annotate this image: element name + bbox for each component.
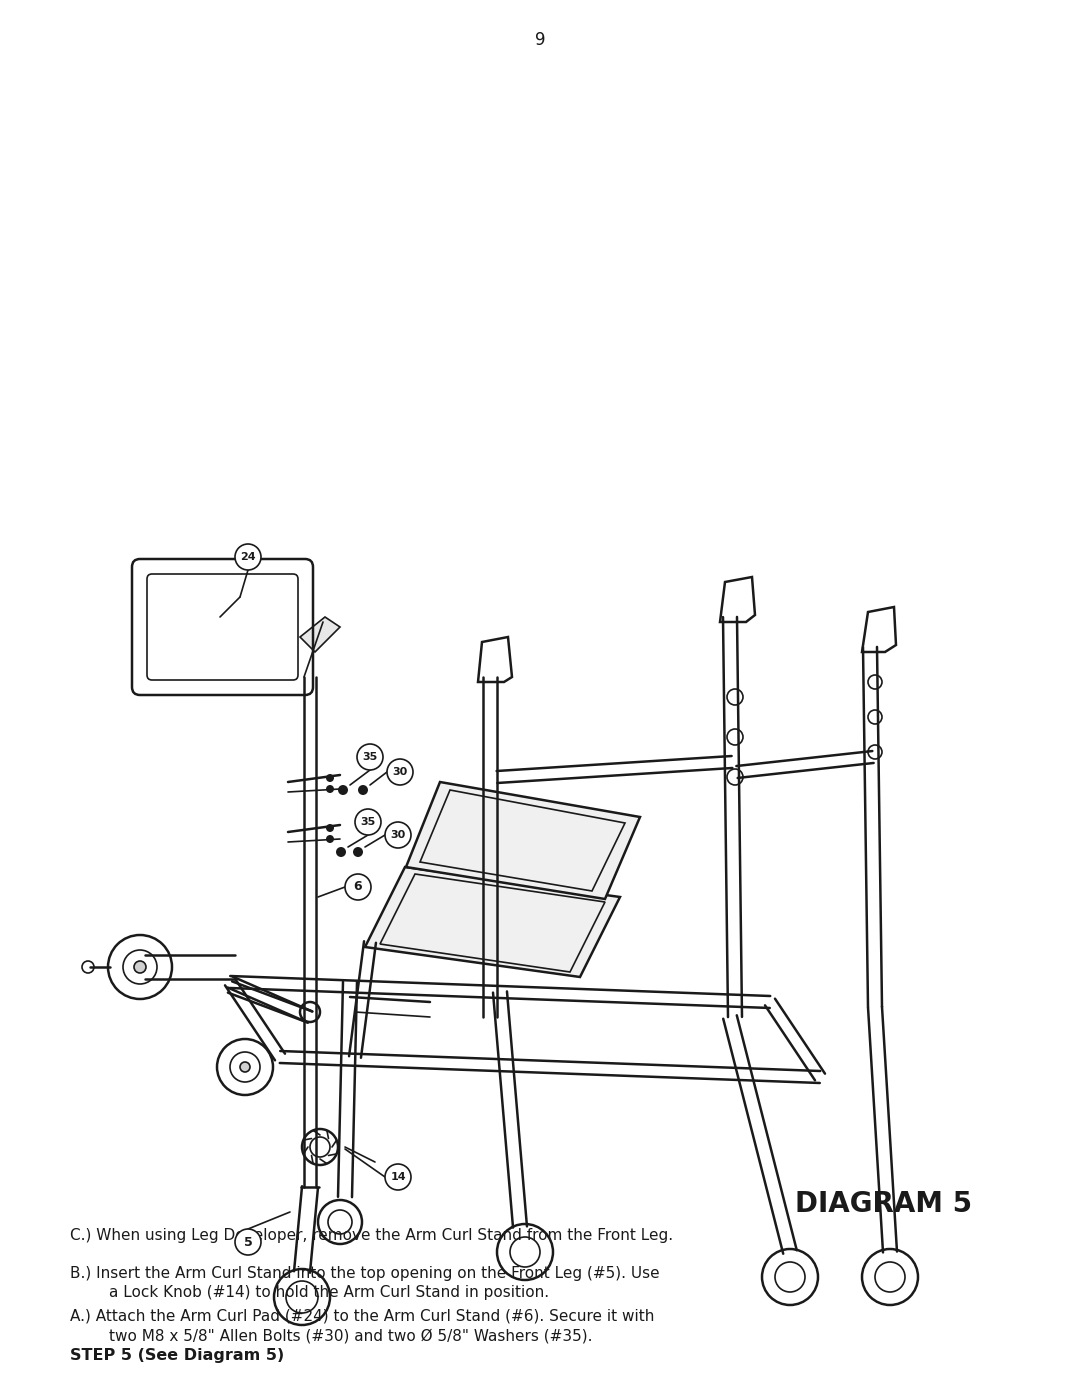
Circle shape: [345, 875, 372, 900]
Text: 35: 35: [361, 817, 376, 827]
Circle shape: [326, 835, 334, 842]
Text: 35: 35: [363, 752, 378, 761]
Circle shape: [384, 1164, 411, 1190]
Text: B.) Insert the Arm Curl Stand into the top opening on the Front Leg (#5). Use
  : B.) Insert the Arm Curl Stand into the t…: [70, 1266, 660, 1301]
Circle shape: [384, 821, 411, 848]
Circle shape: [353, 847, 363, 856]
Circle shape: [235, 1229, 261, 1255]
Polygon shape: [300, 617, 340, 652]
Circle shape: [355, 809, 381, 835]
Text: 24: 24: [240, 552, 256, 562]
Text: 30: 30: [390, 830, 406, 840]
Text: DIAGRAM 5: DIAGRAM 5: [795, 1190, 972, 1218]
Circle shape: [240, 1062, 249, 1071]
Text: 9: 9: [535, 31, 545, 49]
Circle shape: [326, 785, 334, 793]
Text: A.) Attach the Arm Curl Pad (#24) to the Arm Curl Stand (#6). Secure it with
   : A.) Attach the Arm Curl Pad (#24) to the…: [70, 1309, 654, 1344]
Polygon shape: [406, 782, 640, 900]
Circle shape: [357, 745, 383, 770]
Text: 30: 30: [392, 767, 407, 777]
Circle shape: [326, 774, 334, 782]
Text: STEP 5 (See Diagram 5): STEP 5 (See Diagram 5): [70, 1348, 284, 1363]
Text: 14: 14: [390, 1172, 406, 1182]
Circle shape: [357, 785, 368, 795]
Text: 6: 6: [353, 880, 362, 894]
Text: C.) When using Leg Developer, remove the Arm Curl Stand from the Front Leg.: C.) When using Leg Developer, remove the…: [70, 1228, 673, 1243]
Circle shape: [326, 824, 334, 833]
Circle shape: [235, 543, 261, 570]
Text: 5: 5: [244, 1235, 253, 1249]
Circle shape: [338, 785, 348, 795]
Circle shape: [134, 961, 146, 972]
Polygon shape: [365, 868, 620, 977]
Circle shape: [336, 847, 346, 856]
Circle shape: [387, 759, 413, 785]
